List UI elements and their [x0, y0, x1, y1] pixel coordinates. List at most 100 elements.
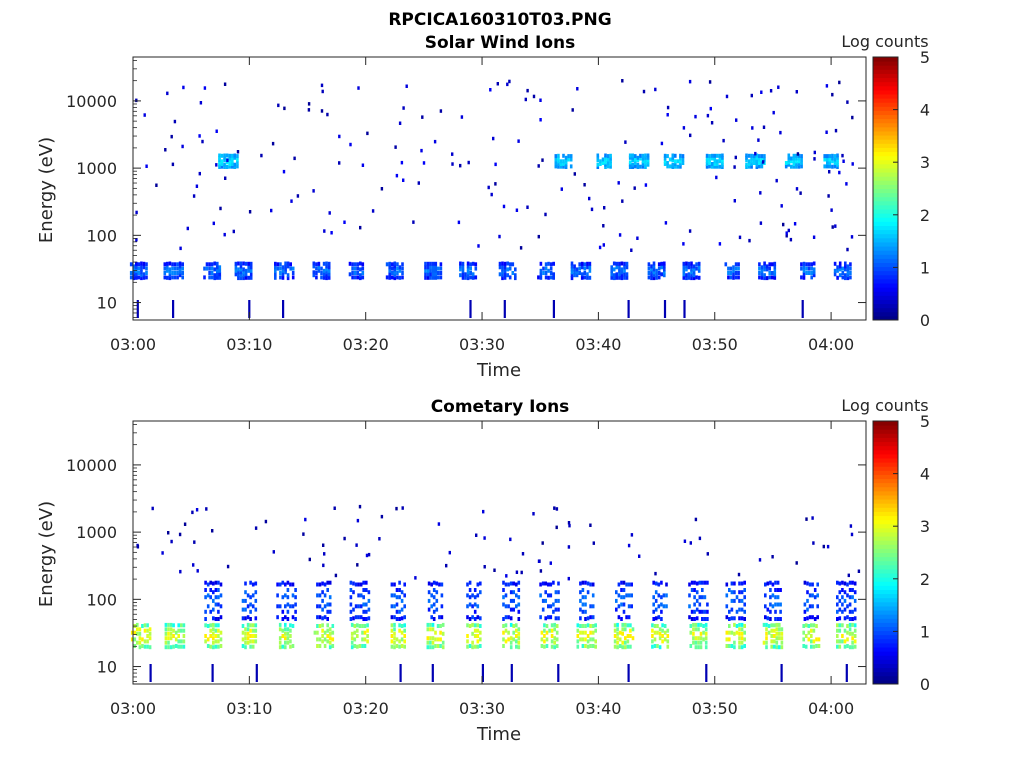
heatmap-cell: [586, 265, 589, 270]
heatmap-cell: [743, 602, 746, 607]
heatmap-cell: [286, 276, 290, 281]
heatmap-cell: [432, 580, 436, 585]
heatmap-cell: [390, 582, 394, 587]
heatmap-cell: [284, 622, 287, 627]
heatmap-cell: [312, 189, 315, 193]
heatmap-cell: [209, 609, 212, 614]
heatmap-cell: [398, 580, 401, 585]
heatmap-cell: [758, 275, 761, 280]
heatmap-cell: [639, 153, 642, 158]
heatmap-cell: [284, 593, 287, 598]
heatmap-cell: [833, 261, 837, 266]
heatmap-cell: [557, 153, 560, 158]
heatmap-cell: [591, 604, 595, 609]
heatmap-cell: [284, 627, 287, 632]
heatmap-cell: [388, 261, 391, 266]
heatmap-cell: [757, 138, 760, 142]
heatmap-cell: [671, 155, 675, 160]
heatmap-cell: [553, 645, 556, 650]
heatmap-cell: [466, 273, 470, 278]
heatmap-cell: [851, 588, 854, 592]
heatmap-cell: [652, 261, 656, 266]
heatmap-cell: [544, 266, 548, 271]
colorbar-swatch: [873, 110, 898, 116]
heatmap-cell: [286, 588, 290, 592]
heatmap-cell: [473, 634, 477, 638]
heatmap-cell: [400, 160, 404, 165]
heatmap-cell: [655, 275, 658, 280]
colorbar-swatch: [873, 659, 898, 664]
heatmap-cell: [479, 581, 482, 586]
heatmap-cell: [474, 262, 478, 267]
heatmap-cell: [853, 623, 857, 628]
heatmap-cell: [807, 266, 811, 271]
heatmap-cell: [834, 224, 837, 228]
heatmap-cell: [743, 609, 746, 614]
colorbar-swatch: [873, 441, 898, 447]
heatmap-cell: [438, 615, 441, 620]
heatmap-cell: [846, 247, 849, 252]
heatmap-cell: [198, 134, 201, 138]
heatmap-cell: [402, 106, 405, 110]
y-tick-label: 1000: [76, 523, 117, 542]
heatmap-cell: [173, 119, 177, 124]
heatmap-cell: [770, 634, 773, 638]
heatmap-cell: [610, 275, 613, 280]
heatmap-cell: [167, 645, 170, 650]
heatmap-cell: [769, 609, 772, 614]
heatmap-cell: [326, 628, 329, 633]
heatmap-cell: [466, 634, 469, 638]
heatmap-cell: [524, 97, 527, 102]
heatmap-cell: [609, 162, 612, 166]
colorbar-tick-label: 0: [920, 311, 930, 330]
heatmap-cell: [721, 158, 724, 163]
heatmap-cell: [365, 602, 368, 607]
heatmap-cell: [623, 275, 626, 280]
heatmap-cell: [657, 604, 661, 609]
colorbar-swatch: [873, 303, 898, 309]
heatmap-cell: [323, 582, 327, 587]
heatmap-cell: [641, 156, 645, 161]
heatmap-cell: [813, 157, 816, 161]
heatmap-cell: [176, 271, 179, 275]
heatmap-cell: [575, 267, 579, 272]
heatmap-cell: [228, 156, 231, 161]
heatmap-cell: [281, 595, 285, 600]
heatmap-cell: [400, 616, 404, 621]
heatmap-cell: [471, 622, 474, 627]
heatmap-cell: [281, 644, 285, 649]
heatmap-cell: [466, 604, 469, 609]
heatmap-cell: [204, 595, 207, 600]
heatmap-cell: [249, 580, 252, 585]
heatmap-cell: [763, 276, 766, 281]
heatmap-cell: [728, 630, 731, 635]
heatmap-cell: [651, 623, 654, 628]
heatmap-cell: [704, 636, 708, 641]
heatmap-cell: [244, 275, 248, 280]
heatmap-cell: [236, 150, 240, 154]
heatmap-cell: [400, 644, 404, 648]
heatmap-cell: [553, 506, 556, 510]
heatmap-cell: [193, 540, 196, 544]
heatmap-cell: [737, 572, 741, 577]
heatmap-cell: [813, 617, 817, 621]
heatmap-cell: [708, 154, 711, 159]
heatmap-cell: [395, 506, 398, 511]
heatmap-cell: [579, 590, 582, 595]
heatmap-cell: [172, 634, 175, 638]
heatmap-cell: [544, 275, 548, 280]
heatmap-cell: [792, 156, 796, 161]
heatmap-cell: [620, 273, 624, 278]
colorbar-swatch: [873, 478, 898, 484]
heatmap-cell: [145, 164, 148, 168]
heatmap-cell: [244, 645, 247, 650]
heatmap-cell: [745, 165, 748, 169]
heatmap-cell: [760, 268, 764, 273]
heatmap-cell: [353, 271, 357, 275]
heatmap-cell: [212, 640, 215, 645]
heatmap-cell: [589, 615, 592, 620]
heatmap-cell: [474, 275, 478, 280]
heatmap-cell: [701, 617, 704, 621]
heatmap-cell: [220, 164, 224, 169]
heatmap-cell: [612, 267, 616, 272]
